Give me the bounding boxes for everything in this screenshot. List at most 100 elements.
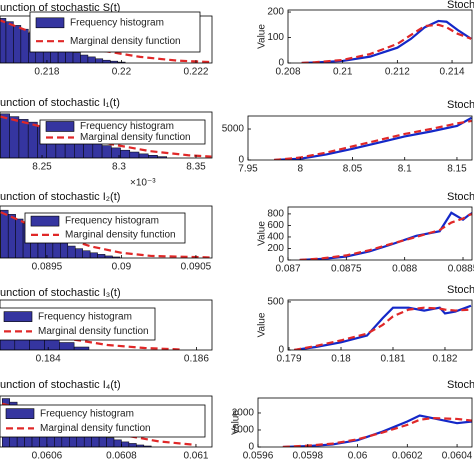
histogram-bar: [120, 149, 131, 158]
legend-swatch: [5, 408, 35, 419]
chart-title: unction of stochastic I₃(t): [0, 287, 121, 299]
plot-area: [288, 10, 472, 63]
histogram-bar: [97, 254, 106, 258]
x-tick-label: 0.218: [34, 67, 59, 78]
chart-title: unction of stochastic I₂(t): [0, 191, 120, 203]
histogram-bar: [9, 116, 20, 158]
y-axis-label: Value: [257, 221, 268, 246]
y-tick-label: 0: [278, 58, 284, 69]
histogram-bar: [5, 21, 14, 63]
density-line: [0, 317, 182, 350]
y-axis-label: Value: [231, 410, 242, 435]
x-tick-label: 0.0885: [448, 264, 474, 275]
histogram-bar: [106, 437, 115, 447]
x-tick-label: 0.087: [275, 264, 300, 275]
x-tick-label: 0.184: [36, 354, 61, 365]
x-tick-label: 0.0598: [292, 451, 323, 462]
plot: [258, 398, 472, 447]
x-tick-label: 8: [297, 164, 303, 175]
x-tick-label: 0.0895: [32, 262, 63, 273]
series-line: [282, 416, 472, 447]
legend-label: Frequency histogram: [40, 408, 134, 419]
plot: [288, 207, 472, 260]
histogram-bar: [113, 439, 122, 447]
x-tick-label: 0.186: [184, 354, 209, 365]
plot: [288, 300, 472, 350]
chart-title: unction of stochastic S(t): [0, 2, 120, 14]
y-tick-label: 500: [267, 297, 284, 308]
x-tick-label: 0.181: [380, 354, 405, 365]
histogram-bar: [27, 121, 38, 158]
histogram-bar: [20, 28, 29, 63]
histogram-bar: [102, 59, 111, 63]
x-tick-label: 8.1: [398, 164, 412, 175]
plot: [288, 10, 472, 63]
histogram-bar: [15, 218, 24, 258]
histogram-bar: [18, 119, 29, 158]
histogram-bar: [143, 445, 152, 447]
legend-label: Frequency histogram: [38, 311, 132, 322]
x-tick-label: 0.0875: [331, 264, 362, 275]
histogram-bar: [67, 245, 76, 258]
legend-label: Marginal density function: [65, 230, 176, 241]
y-tick-label: 5000: [222, 124, 245, 135]
histogram-bar: [13, 25, 22, 63]
histogram-bar: [148, 154, 158, 158]
series-line: [301, 19, 472, 63]
legend-label: Frequency histogram: [80, 121, 174, 132]
x-tick-label: 0.061: [183, 451, 208, 462]
series-line: [301, 23, 472, 63]
chart-title: Stoch: [447, 284, 474, 296]
x-tick-label: 0.212: [385, 67, 410, 78]
y-tick-label: 800: [267, 209, 284, 220]
x-tick-label: 0.0596: [243, 451, 274, 462]
axes-box: [0, 205, 213, 259]
axes-box: [0, 395, 213, 448]
y-tick-label: 0: [238, 155, 244, 166]
y-axis-label: Value: [257, 312, 268, 337]
y-tick-label: 0: [278, 255, 284, 266]
chart-title: unction of stochastic I₄(t): [0, 379, 121, 391]
x-tick-label: 0.0608: [106, 451, 137, 462]
axes-box: [257, 397, 473, 448]
legend-swatch: [35, 17, 65, 29]
x-tick-label: 0.22: [112, 67, 132, 78]
histogram-bar: [98, 435, 107, 447]
x-tick-label: 7.95: [238, 164, 258, 175]
histogram-bar: [73, 346, 90, 350]
x-tick-label: 8.25: [32, 162, 52, 173]
chart-title: Stoch: [447, 191, 474, 203]
x-tick-label: 8.05: [343, 164, 363, 175]
histogram-bar: [80, 54, 89, 63]
histogram-bar: [128, 443, 137, 447]
x-tick-label: 0.182: [432, 354, 457, 365]
x-scale-label: ×10⁻³: [130, 178, 156, 189]
legend-label: Marginal density function: [40, 423, 151, 434]
histogram-bar: [89, 252, 98, 258]
y-tick-label: 200: [267, 7, 284, 18]
histogram-bar: [0, 113, 10, 158]
legend-swatch: [30, 215, 60, 227]
legend-label: Frequency histogram: [65, 216, 159, 227]
x-tick-label: 0.0905: [181, 262, 212, 273]
plot-area: [248, 116, 472, 160]
x-tick-label: 0.18: [331, 354, 351, 365]
plot-area: [288, 300, 472, 350]
plot: [248, 116, 472, 160]
x-tick-label: 0.0606: [32, 451, 63, 462]
histogram-bar: [72, 52, 81, 63]
legend-swatch: [3, 311, 33, 322]
legend-label: Frequency histogram: [70, 17, 164, 28]
y-axis-label: Value: [257, 24, 268, 49]
series-line: [274, 116, 472, 160]
axes-box: [287, 206, 473, 261]
axes-box: [287, 299, 473, 351]
histogram-bar: [0, 18, 7, 63]
series-line: [294, 304, 472, 350]
y-tick-label: 2000: [232, 408, 255, 419]
axes-box: [0, 299, 213, 351]
y-tick-label: 0: [278, 345, 284, 356]
y-tick-label: 0: [248, 442, 254, 453]
histogram-bar: [129, 151, 140, 158]
plot-area: [288, 207, 472, 260]
